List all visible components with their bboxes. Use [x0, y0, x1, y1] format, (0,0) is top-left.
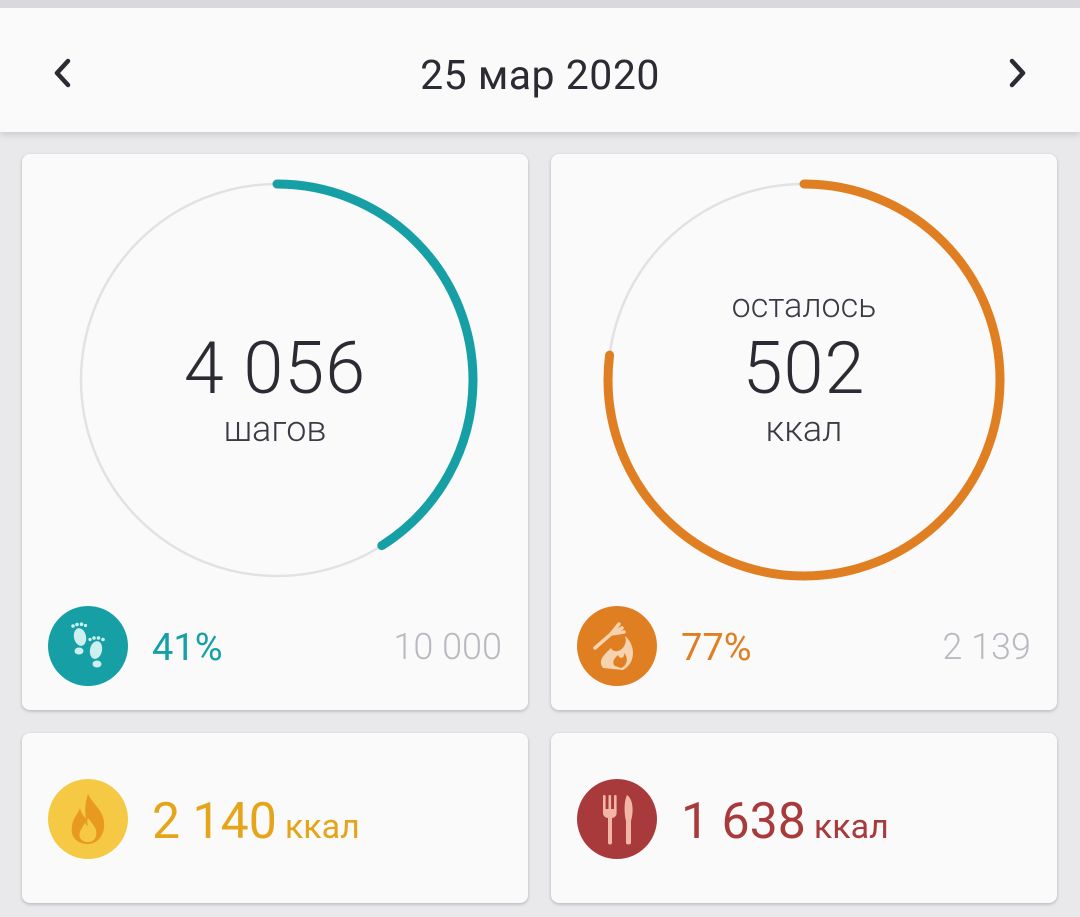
chevron-right-icon — [1009, 58, 1026, 88]
calories-unit: ккал — [765, 408, 843, 450]
steps-goal: 10 000 — [393, 626, 502, 668]
calories-unit-wrap: ккал — [551, 408, 1057, 450]
burned-calories-value: 2 140 — [152, 793, 277, 851]
calories-remaining-card[interactable]: осталось 502 ккал 77% 2 139 — [551, 154, 1057, 710]
eaten-calories-card[interactable]: 1 638 ккал — [551, 733, 1057, 903]
burned-calories-card[interactable]: 2 140 ккал — [22, 733, 528, 903]
steps-percent: 41% — [152, 626, 223, 670]
calories-goal: 2 139 — [942, 626, 1031, 668]
calories-top-wrap: осталось — [551, 286, 1057, 326]
flame-icon — [48, 779, 128, 859]
steps-card[interactable]: 4 056 шагов 41% 10 000 — [22, 154, 528, 710]
next-day-button[interactable] — [992, 48, 1042, 98]
eaten-calories-value-wrap: 1 638 ккал — [681, 793, 889, 851]
calories-remaining-label: осталось — [731, 286, 877, 326]
burned-calories-value-wrap: 2 140 ккал — [152, 793, 360, 851]
calories-progress-ring — [603, 179, 1005, 581]
chevron-left-icon — [54, 58, 71, 88]
footsteps-icon — [48, 606, 128, 686]
fork-flame-icon — [577, 606, 657, 686]
calories-percent: 77% — [681, 626, 752, 670]
date-header: 25 мар 2020 — [0, 0, 1080, 132]
eaten-calories-value: 1 638 — [681, 793, 806, 851]
steps-progress-arc — [76, 179, 478, 581]
calories-center: 502 — [551, 326, 1057, 411]
calories-progress-arc — [603, 179, 1005, 581]
calories-remaining-value: 502 — [742, 326, 866, 411]
steps-center: 4 056 — [22, 326, 528, 411]
steps-unit: шагов — [223, 408, 327, 450]
burned-calories-unit: ккал — [284, 807, 360, 847]
steps-unit-wrap: шагов — [22, 408, 528, 450]
fork-knife-icon — [577, 779, 657, 859]
steps-progress-ring — [76, 179, 478, 581]
steps-value: 4 056 — [183, 326, 367, 411]
prev-day-button[interactable] — [38, 48, 88, 98]
date-title[interactable]: 25 мар 2020 — [420, 52, 660, 100]
eaten-calories-unit: ккал — [813, 807, 889, 847]
